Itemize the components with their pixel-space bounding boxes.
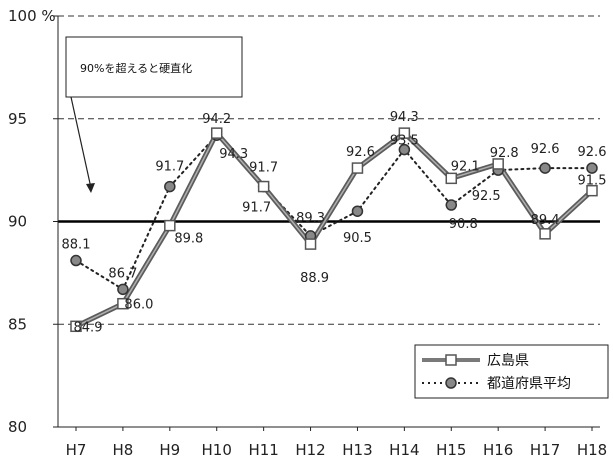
x-tick-label: H16 [483,441,513,459]
x-tick-label: H18 [577,441,607,459]
y-tick-label: 95 [8,110,27,128]
axes [53,15,600,431]
series-line-hiroshima-inner [75,132,593,327]
point-average [164,180,176,193]
legend-box [414,344,609,399]
annotation-box [65,36,243,98]
data-label-hiroshima: 86.0 [124,298,153,313]
point-hiroshima [492,158,504,170]
data-label-average: 89.3 [296,211,325,226]
data-labels: 84.986.089.894.391.788.992.694.392.192.8… [62,110,607,335]
data-label-average: 93.5 [390,134,419,149]
data-label-hiroshima: 94.3 [219,147,248,162]
point-hiroshima [445,172,458,185]
x-tick-label: H10 [202,441,232,459]
data-label-hiroshima: 84.9 [74,320,103,335]
data-label-average: 94.2 [202,112,231,127]
annotation: 90%を超えると硬直化 [65,36,243,193]
point-average [445,199,458,211]
point-average [539,162,551,174]
x-tick-label: H17 [530,441,560,459]
point-average [398,143,411,156]
data-label-average: 92.6 [578,145,607,160]
series-line-average [75,133,593,291]
y-tick-label: 85 [8,315,27,333]
y-tick-label: 80 [8,418,27,436]
point-hiroshima [304,238,317,250]
x-tick-labels: H7 H8 H9 H10 H11 H12 H13 H14 H15 H16 H17 H18 [66,441,608,459]
point-hiroshima [257,180,270,193]
legend: 広島県 都道府県平均 [414,344,609,399]
data-label-hiroshima: 89.4 [531,213,560,228]
data-label-average: 92.5 [472,189,501,204]
x-tick-label: H13 [342,441,372,459]
legend-marker-series-2 [445,377,457,389]
data-label-average: 86.7 [108,266,137,281]
point-average [117,283,129,296]
point-average [586,162,598,174]
series [70,127,598,333]
x-tick-label: H7 [66,441,87,459]
data-label-hiroshima: 89.8 [174,232,203,247]
data-label-average: 90.5 [343,231,372,246]
point-hiroshima [351,162,364,174]
legend-marker-series-1 [445,354,457,366]
point-average [351,205,364,217]
annotation-text: 90%を超えると硬直化 [80,61,192,75]
point-hiroshima [398,127,411,139]
x-tick-label: H15 [436,441,466,459]
legend-label-series-2: 都道府県平均 [487,376,571,392]
y-tick-label: 90 [8,213,27,231]
data-label-average: 91.7 [155,160,184,175]
point-hiroshima [586,184,598,197]
x-tick-label: H8 [112,441,133,459]
point-hiroshima [117,297,129,310]
data-label-hiroshima: 91.5 [578,174,607,189]
data-label-hiroshima: 92.8 [490,146,519,161]
data-label-hiroshima: 92.1 [451,159,480,174]
data-label-average: 88.1 [62,238,91,253]
data-label-average: 90.8 [449,217,478,232]
data-label-hiroshima: 91.7 [242,201,271,216]
y-tick-label: 100 % [8,7,56,25]
gridlines [58,15,600,325]
data-label-hiroshima: 88.9 [300,271,329,286]
legend-label-series-1: 広島県 [487,353,529,369]
x-tick-label: H14 [389,441,419,459]
x-tick-label: H12 [295,441,325,459]
point-hiroshima [210,127,223,139]
data-label-hiroshima: 94.3 [390,110,419,125]
point-hiroshima [70,320,82,333]
x-tick-label: H9 [159,441,180,459]
annotation-arrowhead [86,183,95,193]
series-line-hiroshima-outer [74,130,594,329]
point-hiroshima [539,228,551,240]
y-tick-labels: 80 85 90 95 100 % [8,7,56,436]
point-average [70,254,82,267]
point-hiroshima [164,219,176,232]
data-label-hiroshima: 92.6 [346,145,375,160]
annotation-arrow [70,96,92,189]
data-label-average: 91.7 [249,161,278,176]
data-label-average: 92.6 [531,142,560,157]
x-tick-label: H11 [248,441,278,459]
